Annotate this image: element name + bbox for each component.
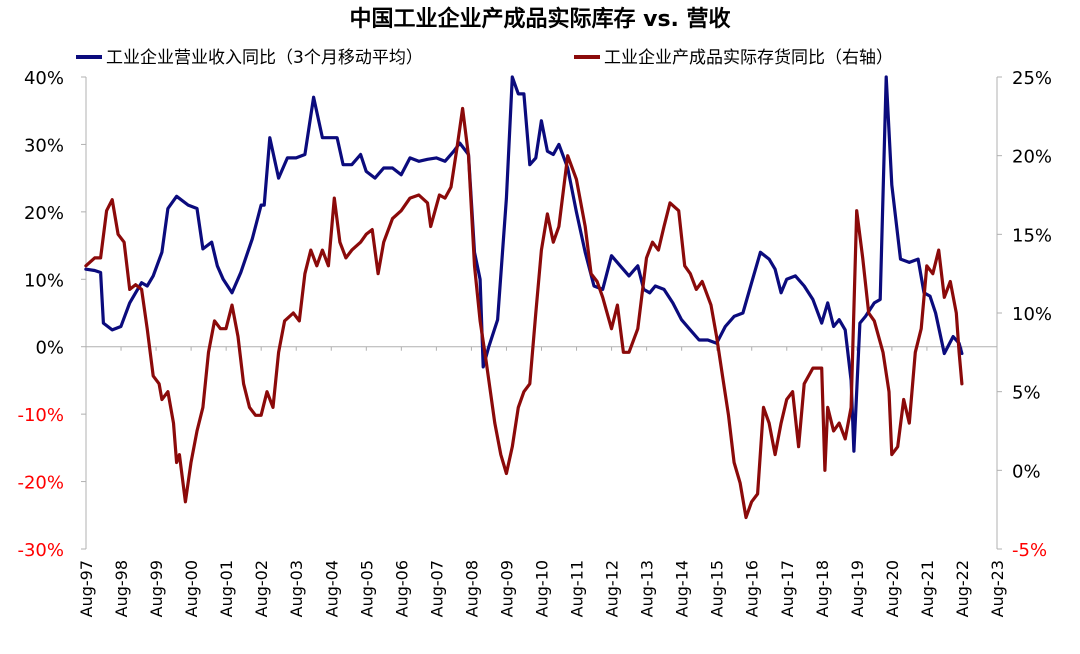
- x-tick-label: Aug-97: [77, 560, 96, 617]
- x-tick-label: Aug-10: [533, 560, 552, 617]
- left-tick-label: 0%: [35, 338, 64, 359]
- x-tick-label: Aug-00: [182, 560, 201, 617]
- series-line-revenue: [84, 75, 964, 453]
- x-tick-label: Aug-08: [462, 560, 481, 617]
- legend-item-inventory[interactable]: 工业企业产成品实际存货同比（右轴）: [574, 48, 893, 68]
- right-tick-label: 5%: [1012, 383, 1041, 404]
- right-tick-label: 20%: [1012, 147, 1052, 168]
- x-tick-label: Aug-22: [953, 560, 972, 617]
- left-tick-label: -30%: [17, 540, 64, 561]
- legend-label-inventory: 工业企业产成品实际存货同比（右轴）: [604, 48, 893, 68]
- x-tick-label: Aug-03: [287, 560, 306, 617]
- x-tick-label: Aug-19: [848, 560, 867, 617]
- right-tick-label: 25%: [1012, 68, 1052, 89]
- x-tick-label: Aug-07: [427, 560, 446, 617]
- x-tick-label: Aug-17: [778, 560, 797, 617]
- axes: [81, 76, 1002, 550]
- tick-labels: -30% -20% -10% 0% 10% 20% 30% 40% -5% 0% 5% 10% 15% 2…: [17, 68, 1052, 617]
- right-tick-label: -5%: [1012, 540, 1047, 561]
- x-tick-label: Aug-04: [322, 560, 341, 617]
- x-tick-label: Aug-14: [673, 560, 692, 617]
- left-tick-label: 10%: [24, 270, 64, 291]
- x-tick-label: Aug-15: [708, 560, 727, 617]
- right-tick-label: 0%: [1012, 461, 1041, 482]
- x-tick-label: Aug-06: [392, 560, 411, 617]
- series-layer: [84, 75, 964, 520]
- right-tick-label: 10%: [1012, 304, 1052, 325]
- chart-title: 中国工业企业产成品实际库存 vs. 营收: [349, 6, 730, 32]
- legend-item-revenue[interactable]: 工业企业营业收入同比（3个月移动平均）: [76, 48, 423, 68]
- x-tick-label: Aug-01: [217, 560, 236, 617]
- x-tick-label: Aug-05: [357, 560, 376, 617]
- left-tick-label: 40%: [24, 68, 64, 89]
- left-tick-label: -20%: [17, 473, 64, 494]
- x-tick-label: Aug-16: [743, 560, 762, 617]
- x-tick-label: Aug-09: [497, 560, 516, 617]
- legend-label-revenue: 工业企业营业收入同比（3个月移动平均）: [106, 48, 423, 68]
- right-tick-label: 15%: [1012, 225, 1052, 246]
- left-tick-label: 30%: [24, 135, 64, 156]
- x-tick-label: Aug-13: [638, 560, 657, 617]
- legend: 工业企业营业收入同比（3个月移动平均） 工业企业产成品实际存货同比（右轴）: [76, 48, 893, 68]
- x-tick-label: Aug-21: [918, 560, 937, 617]
- x-tick-label: Aug-18: [813, 560, 832, 617]
- x-tick-label: Aug-02: [252, 560, 271, 617]
- x-tick-label: Aug-23: [988, 560, 1007, 617]
- left-tick-label: -10%: [17, 405, 64, 426]
- x-tick-label: Aug-20: [883, 560, 902, 617]
- left-tick-label: 20%: [24, 203, 64, 224]
- x-tick-label: Aug-98: [112, 560, 131, 617]
- x-tick-label: Aug-11: [568, 560, 587, 617]
- series-line-inventory: [84, 106, 964, 520]
- x-tick-label: Aug-12: [603, 560, 622, 617]
- x-tick-label: Aug-99: [147, 560, 166, 617]
